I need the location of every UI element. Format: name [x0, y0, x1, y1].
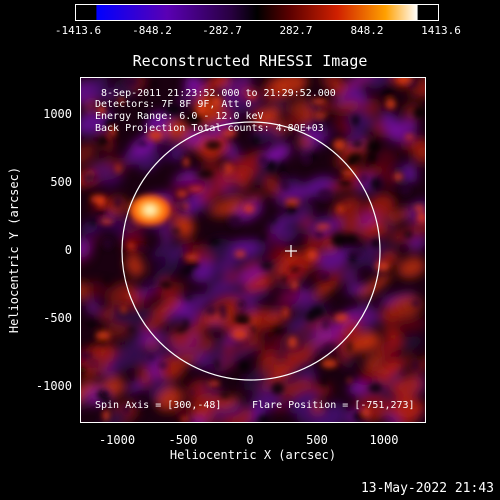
solar-limb-circle [121, 121, 381, 381]
x-tick-label: -1000 [98, 433, 136, 447]
colorbar-tick-label: 282.7 [279, 24, 313, 37]
y-tick-label: -1000 [35, 379, 72, 393]
colorbar-tick-label: -282.7 [202, 24, 242, 37]
x-tick-label: 0 [246, 433, 254, 447]
y-tick-label: -500 [43, 311, 72, 325]
spin-axis-marker [285, 245, 297, 257]
energy-range-label: Energy Range: 6.0 - 12.0 keV [95, 111, 264, 122]
time-range-label: 8-Sep-2011 21:23:52.000 to 21:29:52.000 [101, 88, 336, 99]
x-axis-label: Heliocentric X (arcsec) [169, 448, 337, 462]
colorbar [75, 4, 439, 21]
solar-image-plot [80, 77, 426, 423]
x-tick-label: 500 [306, 433, 328, 447]
spin-axis-label: Spin Axis = [300,-48] [95, 400, 222, 411]
colorbar-tick-label: 1413.6 [421, 24, 461, 37]
flare-position-label: Flare Position = [-751,273] [252, 400, 415, 411]
y-tick-label: 1000 [43, 107, 72, 121]
colorbar-tick-label: 848.2 [350, 24, 384, 37]
solar-image [81, 78, 425, 422]
colorbar-tick-label: -848.2 [132, 24, 172, 37]
y-tick-label: 500 [50, 175, 72, 189]
timestamp: 13-May-2022 21:43 [360, 481, 494, 496]
detectors-label: Detectors: 7F 8F 9F, Att 0 [95, 99, 252, 110]
y-tick-label: 0 [64, 243, 72, 257]
y-axis-label: Heliocentric Y (arcsec) [7, 166, 21, 334]
image-title: Reconstructed RHESSI Image [132, 52, 368, 70]
colorbar-tick-label: -1413.6 [54, 24, 102, 37]
x-tick-label: -500 [168, 433, 198, 447]
method-counts-label: Back Projection Total counts: 4.80E+03 [95, 123, 324, 134]
x-tick-label: 1000 [369, 433, 399, 447]
